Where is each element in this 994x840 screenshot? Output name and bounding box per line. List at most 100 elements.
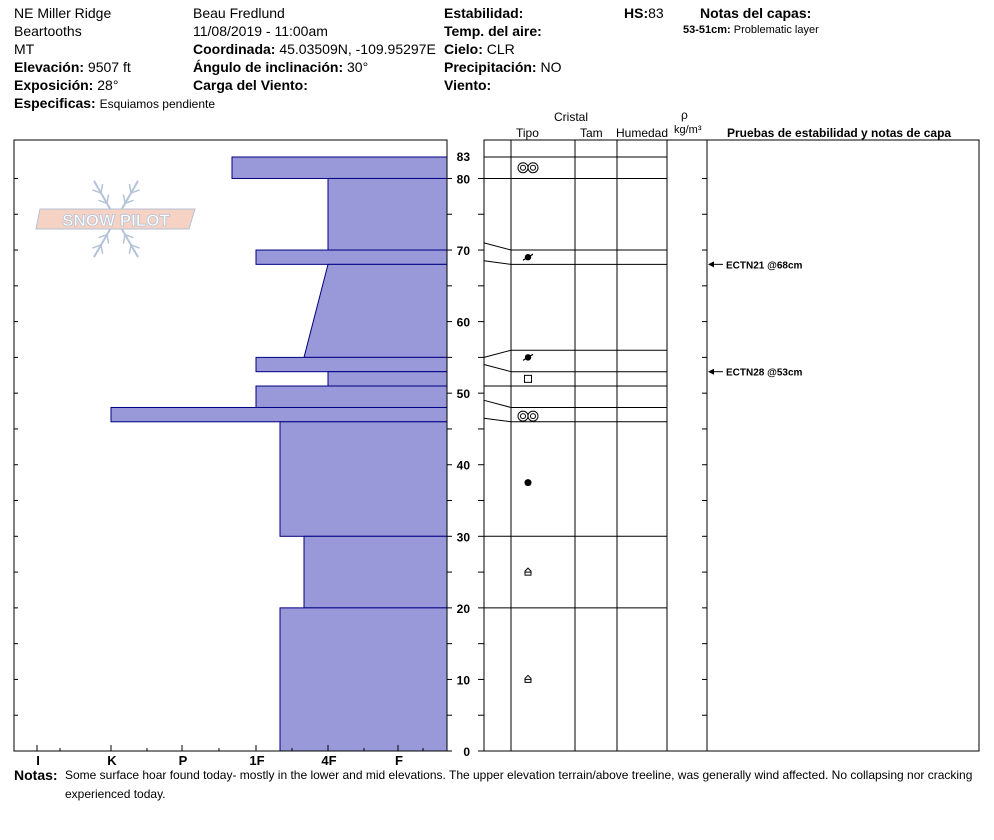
observer: Beau Fredlund: [193, 5, 285, 21]
crystal-frame: [483, 139, 980, 752]
snowflake-branch: [128, 184, 132, 194]
tests-header: Pruebas de estabilidad y notas de capa: [727, 126, 952, 140]
layer-connector: [483, 349, 512, 358]
depth-hoar-symbol: [524, 567, 532, 576]
state: MT: [14, 41, 35, 57]
hardness-bar: [255, 385, 448, 408]
depth-hoar-symbol: [524, 674, 532, 683]
datetime: 11/08/2019 - 11:00am: [193, 23, 328, 39]
hoar-glyph: [524, 567, 532, 576]
logo-text: SNOW PILOT: [62, 211, 170, 230]
hardness-bar: [255, 356, 448, 373]
layer-connector: [483, 399, 512, 408]
dot: [524, 479, 532, 487]
aspect: Exposición: 28°: [14, 76, 118, 94]
slash: [522, 253, 534, 261]
ring-outer: [527, 162, 539, 174]
wind-load-label: Carga del Viento:: [193, 77, 308, 93]
snowflake-branch: [128, 244, 132, 254]
surface-hoar-symbol: [517, 410, 539, 422]
precip-value: NO: [540, 59, 562, 75]
snowflake-branch: [106, 194, 110, 204]
sky: Cielo: CLR: [444, 40, 515, 58]
moisture-header: Humedad: [616, 126, 669, 140]
y-tick-label: 83: [457, 150, 471, 164]
x-tick-label: 4F: [321, 753, 336, 768]
specifics-value: Esquiamos pendiente: [99, 97, 216, 111]
x-tick-label: P: [179, 753, 188, 768]
precip-label: Precipitación:: [444, 59, 537, 75]
coordinate: Coordinada: 45.03509N, -109.95297E: [193, 40, 436, 58]
aspect-value: 28°: [97, 77, 119, 93]
snowflake-branch: [100, 244, 104, 254]
layer-connector: [483, 417, 512, 423]
snowflake-branch: [122, 194, 126, 204]
hardness-bar: [279, 607, 448, 752]
hs-label: HS:: [624, 5, 649, 21]
hardness-bar: [110, 406, 448, 423]
ring-inner: [530, 413, 536, 420]
test-label: ECTN28 @53cm: [726, 368, 803, 379]
decomposing-symbol: [522, 253, 534, 261]
elevation-label: Elevación:: [14, 59, 85, 75]
slash: [522, 353, 534, 361]
hs-value: 83: [648, 5, 664, 21]
layer-note-text: Problematic layer: [733, 24, 819, 36]
y-tick-label: 40: [457, 459, 471, 473]
test-label: ECTN21 @68cm: [726, 260, 803, 271]
wind-label: Viento:: [444, 77, 492, 93]
layer-note-range: 53-51cm:: [683, 24, 731, 36]
rounded-symbol: [524, 479, 532, 487]
snowflake-branch: [130, 244, 140, 249]
logo-banner: [35, 208, 196, 230]
ring-inner: [520, 413, 526, 420]
notes-label: Notas:: [14, 767, 58, 783]
x-tick-label: K: [107, 753, 117, 768]
aspect-label: Exposición:: [14, 77, 94, 93]
layer-connector: [483, 242, 512, 251]
hardness-bar: [279, 421, 448, 537]
y-tick-label: 70: [457, 244, 471, 258]
hs: HS:83: [624, 4, 664, 22]
test-arrow-head: [708, 261, 714, 268]
incline-label: Ángulo de inclinación:: [193, 59, 344, 75]
layer-note: 53-51cm: Problematic layer: [683, 24, 819, 36]
range: Beartooths: [14, 23, 82, 39]
snowflake-branch: [130, 189, 140, 194]
size-header: Tam: [580, 126, 603, 140]
coordinate-value: 45.03509N, -109.95297E: [279, 41, 436, 57]
y-tick-label: 30: [457, 530, 471, 544]
snowflake-branch: [92, 189, 102, 194]
specifics-label: Especificas:: [14, 95, 96, 111]
ring-outer: [527, 410, 539, 422]
snowflake-branch: [98, 233, 108, 239]
y-tick-label: 0: [463, 745, 470, 759]
hardness-bar: [231, 156, 448, 179]
incline: Ángulo de inclinación: 30°: [193, 58, 368, 76]
air-temp-label: Temp. del aire:: [444, 23, 542, 39]
ring-inner: [520, 164, 526, 171]
precipitation: Precipitación: NO: [444, 58, 561, 76]
rho-header: ρ: [681, 108, 688, 122]
layer-notes-label: Notas del capas:: [700, 5, 812, 21]
x-tick-label: F: [395, 753, 403, 768]
snowflake-branch: [124, 199, 134, 205]
hardness-bar: [327, 177, 448, 251]
crystal-header: Cristal: [554, 110, 589, 124]
location: NE Miller Ridge: [14, 5, 112, 21]
ring-outer: [517, 410, 529, 422]
layer-connector: [483, 260, 512, 265]
hardness-bar: [255, 249, 448, 265]
elevation: Elevación: 9507 ft: [14, 58, 131, 76]
decomposing-symbol: [522, 353, 534, 361]
surface-hoar-symbol: [517, 162, 539, 174]
snowflake-branch: [100, 184, 104, 194]
sky-value: CLR: [486, 41, 515, 57]
ring-outer: [517, 162, 529, 174]
faceted-symbol: [524, 374, 532, 383]
snowflake-branch: [92, 244, 102, 249]
square: [524, 374, 532, 383]
hardness-bar: [303, 535, 448, 609]
hoar-glyph: [524, 674, 532, 683]
